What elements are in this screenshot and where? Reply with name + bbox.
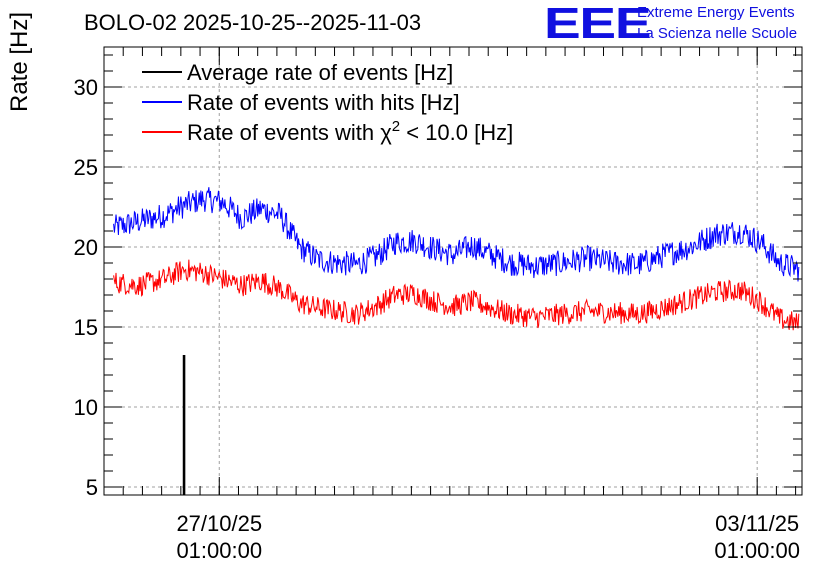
legend: Average rate of events [Hz] Rate of event… [142,60,513,145]
legend-label: Rate of events with χ2 < 10.0 [Hz] [187,118,513,145]
x-tick-label-date: 03/11/25 [715,511,799,536]
series-line-0 [113,187,800,282]
series-layer [113,187,800,495]
axis-tick-labels: 5101520253027/10/2501:00:0003/11/2501:00… [74,75,800,563]
x-tick-label-time: 01:00:00 [176,538,262,563]
legend-label: Average rate of events [Hz] [187,60,453,85]
series-line-2 [182,355,186,495]
y-tick-label: 5 [86,475,98,500]
y-tick-label: 25 [74,155,98,180]
y-axis-label: Rate [Hz] [6,11,33,112]
plot-frame [103,46,803,496]
legend-label: Rate of events with hits [Hz] [187,90,460,115]
chart-title: BOLO-02 2025-10-25--2025-11-03 [84,10,422,35]
y-tick-label: 10 [74,395,98,420]
series-line-1 [113,259,800,331]
y-tick-label: 15 [74,315,98,340]
eee-logo: EEE [544,0,652,48]
y-tick-label: 30 [74,75,98,100]
y-tick-label: 20 [74,235,98,260]
org-name-line2: La Scienza nelle Scuole [637,25,798,42]
x-tick-label-time: 01:00:00 [714,538,800,563]
axis-ticks [103,47,802,495]
org-name-line1: Extreme Energy Events [637,4,795,21]
x-tick-label-date: 27/10/25 [176,511,262,536]
